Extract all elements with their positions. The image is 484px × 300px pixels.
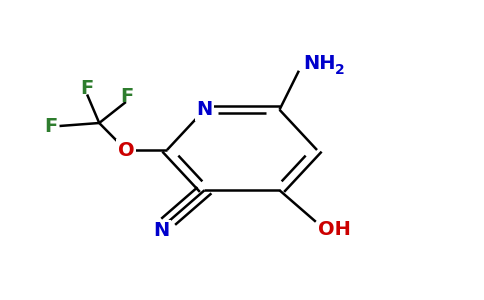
- Text: F: F: [80, 79, 94, 98]
- Text: N: N: [153, 221, 169, 240]
- Text: NH: NH: [304, 54, 336, 73]
- Text: F: F: [44, 116, 58, 136]
- Text: O: O: [118, 140, 134, 160]
- Text: 2: 2: [335, 63, 345, 77]
- Text: F: F: [120, 87, 134, 106]
- Text: OH: OH: [318, 220, 351, 239]
- Text: N: N: [197, 100, 212, 119]
